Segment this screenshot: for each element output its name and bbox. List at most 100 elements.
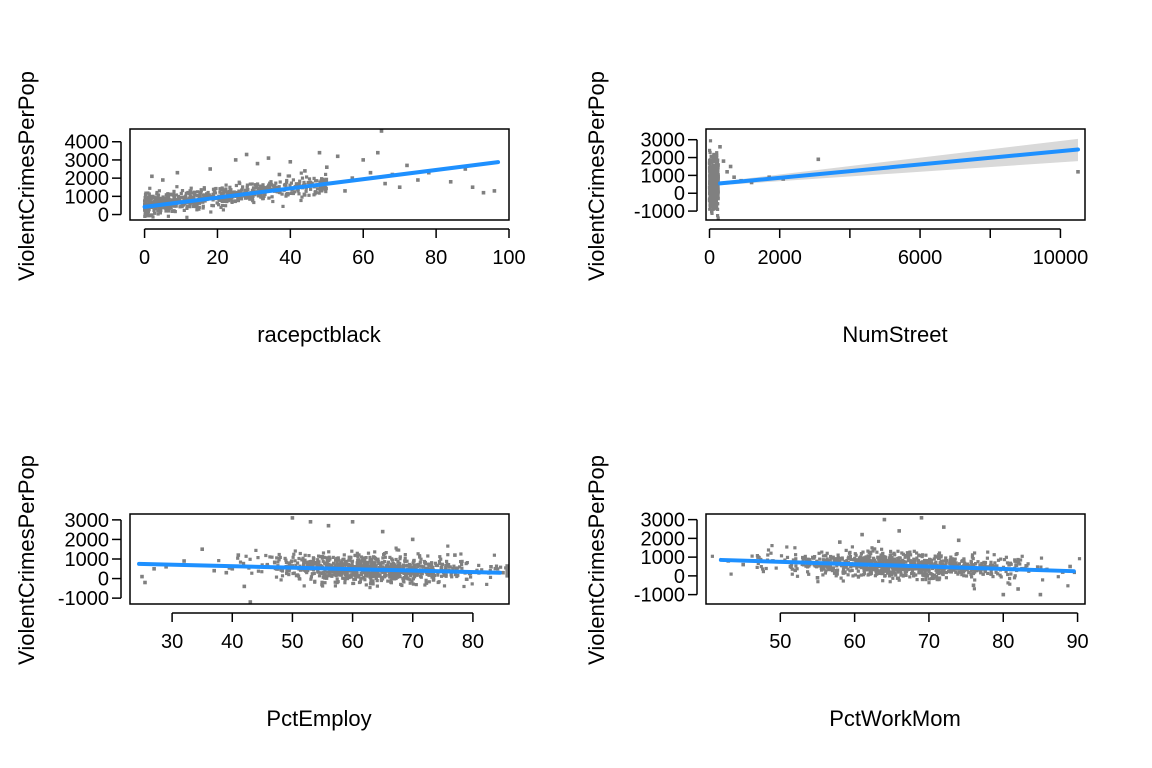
data-point bbox=[713, 181, 717, 185]
data-point bbox=[297, 182, 301, 186]
data-point bbox=[361, 158, 365, 162]
data-point bbox=[709, 155, 713, 159]
data-point bbox=[157, 205, 161, 210]
data-point bbox=[756, 561, 760, 565]
data-point bbox=[211, 187, 216, 191]
data-point bbox=[770, 544, 774, 548]
data-point bbox=[336, 556, 340, 560]
data-point bbox=[366, 551, 371, 555]
data-point bbox=[819, 566, 823, 570]
data-point bbox=[756, 555, 760, 559]
data-point bbox=[850, 545, 854, 549]
data-point bbox=[1016, 557, 1020, 562]
data-point bbox=[741, 562, 745, 567]
data-point bbox=[912, 549, 916, 553]
data-point bbox=[195, 203, 199, 207]
data-point bbox=[834, 569, 838, 573]
data-point bbox=[485, 582, 489, 586]
data-point bbox=[368, 586, 372, 590]
data-point bbox=[304, 189, 308, 193]
data-point bbox=[892, 571, 897, 575]
data-point bbox=[844, 548, 848, 552]
data-point bbox=[250, 571, 254, 575]
data-point bbox=[159, 206, 163, 210]
data-point bbox=[383, 575, 387, 579]
data-point bbox=[327, 555, 331, 559]
data-point bbox=[318, 554, 322, 559]
data-point bbox=[215, 201, 219, 205]
data-point bbox=[315, 179, 319, 183]
data-point bbox=[291, 571, 295, 576]
data-point bbox=[324, 172, 328, 176]
data-point bbox=[874, 560, 878, 564]
x-tick-label: 50 bbox=[281, 631, 303, 653]
data-point bbox=[244, 554, 248, 558]
data-point bbox=[403, 553, 407, 557]
data-point bbox=[716, 216, 720, 220]
data-point bbox=[880, 561, 885, 565]
data-point bbox=[156, 193, 161, 197]
data-point bbox=[153, 211, 157, 215]
data-point bbox=[710, 158, 714, 162]
data-point bbox=[1006, 572, 1010, 577]
data-point bbox=[386, 560, 391, 564]
data-point bbox=[152, 196, 156, 200]
data-point bbox=[444, 563, 448, 568]
data-point bbox=[350, 520, 355, 524]
data-point bbox=[228, 185, 232, 189]
data-point bbox=[880, 547, 884, 551]
data-point bbox=[224, 187, 228, 191]
fit-line bbox=[718, 557, 1076, 574]
data-point bbox=[838, 540, 842, 544]
data-point bbox=[356, 558, 360, 562]
data-point bbox=[328, 569, 332, 574]
data-point bbox=[405, 576, 409, 580]
ylabel-numstreet: ViolentCrimesPerPop bbox=[584, 71, 609, 281]
data-point bbox=[464, 577, 468, 581]
data-point bbox=[393, 573, 397, 577]
data-point bbox=[368, 559, 372, 563]
data-point bbox=[759, 565, 763, 569]
data-point bbox=[343, 189, 347, 193]
data-point bbox=[836, 568, 840, 572]
data-point bbox=[1039, 556, 1044, 560]
data-point bbox=[879, 554, 883, 558]
data-point bbox=[935, 574, 939, 579]
data-point bbox=[948, 559, 952, 563]
data-point bbox=[791, 558, 795, 562]
data-point bbox=[146, 198, 150, 202]
data-point bbox=[237, 180, 241, 184]
data-point bbox=[332, 561, 336, 565]
data-point bbox=[168, 204, 172, 208]
data-point bbox=[325, 556, 329, 560]
data-point bbox=[709, 161, 713, 165]
data-point bbox=[189, 190, 193, 194]
data-point bbox=[955, 552, 959, 556]
data-point bbox=[311, 559, 316, 563]
data-point bbox=[962, 570, 966, 574]
data-point bbox=[353, 577, 357, 581]
data-point bbox=[1068, 564, 1072, 569]
data-point bbox=[846, 556, 850, 560]
data-point bbox=[769, 551, 773, 555]
data-point bbox=[715, 168, 719, 172]
data-point bbox=[901, 561, 905, 566]
data-point bbox=[144, 210, 149, 214]
data-point bbox=[853, 552, 857, 556]
data-point bbox=[499, 565, 503, 569]
data-point bbox=[164, 209, 168, 213]
data-point bbox=[848, 569, 852, 573]
data-point bbox=[971, 563, 975, 567]
data-point bbox=[408, 564, 412, 568]
data-point bbox=[908, 575, 912, 579]
data-point bbox=[316, 570, 320, 574]
data-point bbox=[711, 178, 716, 183]
data-point bbox=[354, 574, 358, 578]
data-point bbox=[152, 567, 156, 571]
data-point bbox=[165, 194, 169, 198]
data-point bbox=[275, 556, 279, 560]
data-point bbox=[362, 556, 366, 560]
data-point bbox=[243, 188, 247, 192]
data-point bbox=[492, 189, 497, 193]
data-point bbox=[718, 145, 722, 149]
